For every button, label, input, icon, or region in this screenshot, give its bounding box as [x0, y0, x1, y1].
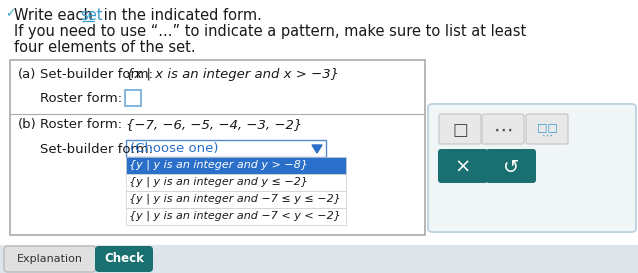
FancyBboxPatch shape	[482, 114, 524, 144]
FancyBboxPatch shape	[526, 114, 568, 144]
Text: Set-builder form:: Set-builder form:	[40, 143, 153, 156]
Text: ↺: ↺	[503, 158, 519, 177]
Text: ⋯: ⋯	[493, 120, 513, 140]
FancyBboxPatch shape	[4, 246, 96, 272]
Text: in the indicated form.: in the indicated form.	[99, 8, 262, 23]
Bar	[0, 245, 638, 273]
Text: {−7, −6, −5, −4, −3, −2}: {−7, −6, −5, −4, −3, −2}	[126, 118, 302, 131]
Polygon shape	[312, 145, 322, 153]
Text: Set-builder form:: Set-builder form:	[40, 68, 153, 81]
FancyBboxPatch shape	[126, 208, 346, 225]
Text: (a): (a)	[18, 68, 36, 81]
FancyBboxPatch shape	[126, 191, 346, 208]
FancyBboxPatch shape	[126, 174, 346, 191]
FancyBboxPatch shape	[486, 149, 536, 183]
Text: Check: Check	[104, 253, 144, 266]
Text: (Choose one): (Choose one)	[130, 142, 218, 155]
Text: □: □	[452, 121, 468, 139]
Text: {x | x is an integer and x > −3}: {x | x is an integer and x > −3}	[126, 68, 339, 81]
Text: four elements of the set.: four elements of the set.	[14, 40, 196, 55]
FancyBboxPatch shape	[438, 149, 488, 183]
FancyBboxPatch shape	[428, 104, 636, 232]
Text: {y | y is an integer and y ≤ −2}: {y | y is an integer and y ≤ −2}	[129, 177, 308, 187]
Text: {y | y is an integer and −7 ≤ y ≤ −2}: {y | y is an integer and −7 ≤ y ≤ −2}	[129, 194, 341, 204]
Text: {y | y is an integer and −7 < y < −2}: {y | y is an integer and −7 < y < −2}	[129, 210, 341, 221]
Text: {y | y is an integer and y > −8}: {y | y is an integer and y > −8}	[129, 159, 308, 170]
Text: Write each: Write each	[14, 8, 98, 23]
Text: ⋯: ⋯	[542, 131, 553, 141]
Text: Roster form:: Roster form:	[40, 118, 122, 131]
Text: (b): (b)	[18, 118, 37, 131]
Text: set: set	[80, 8, 103, 23]
FancyBboxPatch shape	[126, 157, 346, 174]
Text: □□: □□	[537, 122, 558, 132]
Text: ×: ×	[455, 158, 471, 177]
Text: ✓: ✓	[5, 7, 15, 20]
FancyBboxPatch shape	[95, 246, 153, 272]
FancyBboxPatch shape	[126, 140, 326, 157]
Text: Explanation: Explanation	[17, 254, 83, 264]
Text: Roster form:: Roster form:	[40, 92, 122, 105]
Text: If you need to use “...” to indicate a pattern, make sure to list at least: If you need to use “...” to indicate a p…	[14, 24, 526, 39]
FancyBboxPatch shape	[10, 60, 425, 235]
FancyBboxPatch shape	[439, 114, 481, 144]
FancyBboxPatch shape	[125, 90, 141, 106]
